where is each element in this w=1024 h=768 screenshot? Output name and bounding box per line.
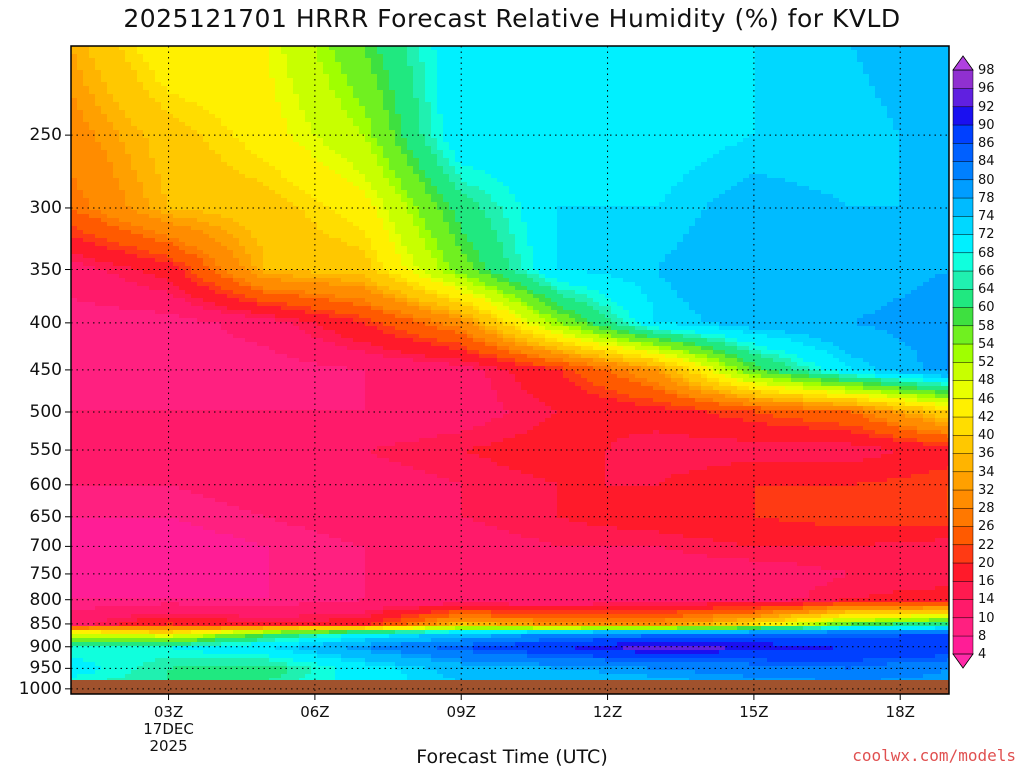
colorbar-level-label: 84 xyxy=(978,155,995,168)
x-tick-label: 18Z xyxy=(870,704,930,721)
y-tick-label: 700 xyxy=(4,537,62,555)
colorbar-bin xyxy=(953,198,973,217)
x-tick-label: 09Z xyxy=(431,704,491,721)
colorbar-bin xyxy=(953,417,973,436)
y-tick-label: 300 xyxy=(4,199,62,217)
colorbar-bin xyxy=(953,143,973,162)
colorbar-bin xyxy=(953,636,973,655)
y-tick-label: 350 xyxy=(4,261,62,279)
colorbar-level-label: 58 xyxy=(978,320,995,333)
colorbar-bin xyxy=(953,490,973,509)
colorbar-level-label: 16 xyxy=(978,575,995,588)
y-tick-label: 600 xyxy=(4,476,62,494)
colorbar-level-label: 46 xyxy=(978,393,995,406)
colorbar-bin xyxy=(953,70,973,89)
colorbar-level-label: 96 xyxy=(978,82,995,95)
colorbar-bin xyxy=(953,453,973,472)
y-tick-label: 1000 xyxy=(4,680,62,698)
colorbar-bin xyxy=(953,435,973,454)
colorbar-bin xyxy=(953,107,973,126)
colorbar-bin xyxy=(953,563,973,582)
colorbar-bin xyxy=(953,399,973,418)
credit-link[interactable]: coolwx.com/models xyxy=(852,746,1016,765)
x-tick-label: 15Z xyxy=(724,704,784,721)
colorbar-level-label: 20 xyxy=(978,557,995,570)
colorbar-level-label: 28 xyxy=(978,502,995,515)
colorbar-level-label: 92 xyxy=(978,101,995,114)
colorbar-level-label: 60 xyxy=(978,301,995,314)
colorbar-level-label: 66 xyxy=(978,265,995,278)
colorbar-bin xyxy=(953,216,973,235)
colorbar-level-label: 98 xyxy=(978,64,995,77)
colorbar-bin xyxy=(953,271,973,290)
colorbar-max-arrow xyxy=(953,56,973,70)
colorbar-level-label: 36 xyxy=(978,447,995,460)
x-tick-label: 03Z xyxy=(139,704,199,721)
colorbar-level-label: 74 xyxy=(978,210,995,223)
colorbar-level-label: 72 xyxy=(978,228,995,241)
colorbar-level-label: 48 xyxy=(978,374,995,387)
colorbar-bin xyxy=(953,344,973,363)
colorbar-min-arrow xyxy=(953,654,973,668)
colorbar-bin xyxy=(953,88,973,107)
colorbar-bin xyxy=(953,161,973,180)
colorbar-level-label: 54 xyxy=(978,338,995,351)
colorbar-level-label: 78 xyxy=(978,192,995,205)
y-tick-label: 250 xyxy=(4,126,62,144)
colorbar-level-label: 52 xyxy=(978,356,995,369)
y-tick-label: 650 xyxy=(4,508,62,526)
ground-band xyxy=(71,680,949,694)
colorbar-bin xyxy=(953,307,973,326)
colorbar-level-label: 90 xyxy=(978,119,995,132)
colorbar-level-label: 80 xyxy=(978,174,995,187)
y-tick-label: 500 xyxy=(4,403,62,421)
colorbar-level-label: 14 xyxy=(978,593,995,606)
colorbar-bin xyxy=(953,289,973,308)
colorbar-bin xyxy=(953,362,973,381)
colorbar-bin xyxy=(953,599,973,618)
colorbar-bin xyxy=(953,234,973,253)
colorbar-level-label: 34 xyxy=(978,466,995,479)
colorbar-bin xyxy=(953,581,973,600)
colorbar-level-label: 32 xyxy=(978,484,995,497)
x-tick-date-label: 17DEC xyxy=(139,721,199,738)
colorbar-bin xyxy=(953,508,973,527)
y-tick-label: 900 xyxy=(4,638,62,656)
x-tick-label: 06Z xyxy=(285,704,345,721)
colorbar-bin xyxy=(953,472,973,491)
colorbar-level-label: 26 xyxy=(978,520,995,533)
colorbar-level-label: 64 xyxy=(978,283,995,296)
y-tick-label: 850 xyxy=(4,615,62,633)
colorbar-bin xyxy=(953,545,973,564)
y-tick-label: 800 xyxy=(4,591,62,609)
colorbar-level-label: 68 xyxy=(978,247,995,260)
y-tick-label: 750 xyxy=(4,565,62,583)
y-tick-label: 950 xyxy=(4,659,62,677)
colorbar-bin xyxy=(953,326,973,345)
colorbar-level-label: 8 xyxy=(978,630,986,643)
colorbar-level-label: 40 xyxy=(978,429,995,442)
y-tick-label: 450 xyxy=(4,361,62,379)
colorbar-level-label: 22 xyxy=(978,539,995,552)
x-tick-label: 12Z xyxy=(578,704,638,721)
colorbar-level-label: 4 xyxy=(978,648,986,661)
colorbar-bin xyxy=(953,526,973,545)
colorbar-bin xyxy=(953,180,973,199)
colorbar-level-label: 86 xyxy=(978,137,995,150)
colorbar-level-label: 10 xyxy=(978,612,995,625)
colorbar-level-label: 42 xyxy=(978,411,995,424)
colorbar-bin xyxy=(953,380,973,399)
colorbar-bin xyxy=(953,253,973,272)
y-tick-label: 400 xyxy=(4,314,62,332)
colorbar-bin xyxy=(953,125,973,144)
colorbar xyxy=(953,56,973,668)
colorbar-bin xyxy=(953,618,973,637)
y-tick-label: 550 xyxy=(4,441,62,459)
